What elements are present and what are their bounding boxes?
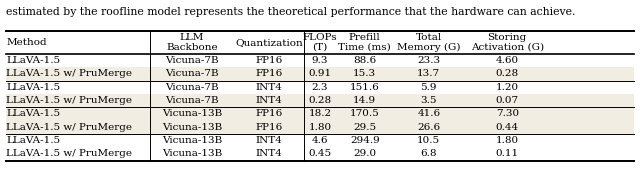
Text: 41.6: 41.6 xyxy=(417,109,440,118)
Text: FLOPs
(T): FLOPs (T) xyxy=(303,33,337,52)
Text: Total
Memory (G): Total Memory (G) xyxy=(397,32,461,52)
Text: LLaVA-1.5 w/ PruMerge: LLaVA-1.5 w/ PruMerge xyxy=(6,123,132,132)
Text: 7.30: 7.30 xyxy=(495,109,519,118)
Bar xyxy=(6,107,634,121)
Text: LLM
Backbone: LLM Backbone xyxy=(166,33,218,52)
Text: 26.6: 26.6 xyxy=(417,123,440,132)
Text: 0.07: 0.07 xyxy=(495,96,519,105)
Text: 0.44: 0.44 xyxy=(495,123,519,132)
Text: Vicuna-13B: Vicuna-13B xyxy=(162,149,222,158)
Text: 18.2: 18.2 xyxy=(308,109,332,118)
Text: 88.6: 88.6 xyxy=(353,56,376,65)
Text: 5.9: 5.9 xyxy=(420,83,437,92)
Bar xyxy=(6,121,634,134)
Text: Vicuna-13B: Vicuna-13B xyxy=(162,109,222,118)
Text: 0.91: 0.91 xyxy=(308,69,332,78)
Text: Vicuna-7B: Vicuna-7B xyxy=(165,96,219,105)
Text: 10.5: 10.5 xyxy=(417,136,440,145)
Text: 0.28: 0.28 xyxy=(308,96,332,105)
Text: FP16: FP16 xyxy=(255,56,282,65)
Text: Vicuna-13B: Vicuna-13B xyxy=(162,136,222,145)
Text: 151.6: 151.6 xyxy=(350,83,380,92)
Text: Vicuna-7B: Vicuna-7B xyxy=(165,69,219,78)
Text: 294.9: 294.9 xyxy=(350,136,380,145)
Text: LLaVA-1.5 w/ PruMerge: LLaVA-1.5 w/ PruMerge xyxy=(6,69,132,78)
Text: Vicuna-7B: Vicuna-7B xyxy=(165,83,219,92)
Text: estimated by the roofline model represents the theoretical performance that the : estimated by the roofline model represen… xyxy=(6,7,576,17)
Text: 1.80: 1.80 xyxy=(495,136,519,145)
Text: FP16: FP16 xyxy=(255,109,282,118)
Bar xyxy=(6,94,634,107)
Text: 6.8: 6.8 xyxy=(420,149,437,158)
Text: 1.20: 1.20 xyxy=(495,83,519,92)
Text: LLaVA-1.5: LLaVA-1.5 xyxy=(6,56,61,65)
Text: LLaVA-1.5 w/ PruMerge: LLaVA-1.5 w/ PruMerge xyxy=(6,149,132,158)
Text: Method: Method xyxy=(6,38,47,47)
Text: FP16: FP16 xyxy=(255,123,282,132)
Text: 0.11: 0.11 xyxy=(495,149,519,158)
Text: INT4: INT4 xyxy=(255,83,282,92)
Text: LLaVA-1.5 w/ PruMerge: LLaVA-1.5 w/ PruMerge xyxy=(6,96,132,105)
Text: 0.45: 0.45 xyxy=(308,149,332,158)
Text: 4.60: 4.60 xyxy=(495,56,519,65)
Text: INT4: INT4 xyxy=(255,136,282,145)
Text: 0.28: 0.28 xyxy=(495,69,519,78)
Text: 15.3: 15.3 xyxy=(353,69,376,78)
Text: LLaVA-1.5: LLaVA-1.5 xyxy=(6,109,61,118)
Bar xyxy=(6,67,634,81)
Text: FP16: FP16 xyxy=(255,69,282,78)
Text: LLaVA-1.5: LLaVA-1.5 xyxy=(6,83,61,92)
Text: 13.7: 13.7 xyxy=(417,69,440,78)
Text: 23.3: 23.3 xyxy=(417,56,440,65)
Text: 29.0: 29.0 xyxy=(353,149,376,158)
Text: Quantization: Quantization xyxy=(235,38,303,47)
Text: 3.5: 3.5 xyxy=(420,96,437,105)
Text: LLaVA-1.5: LLaVA-1.5 xyxy=(6,136,61,145)
Text: Prefill
Time (ms): Prefill Time (ms) xyxy=(339,33,391,52)
Text: INT4: INT4 xyxy=(255,96,282,105)
Text: 29.5: 29.5 xyxy=(353,123,376,132)
Text: Vicuna-13B: Vicuna-13B xyxy=(162,123,222,132)
Text: 2.3: 2.3 xyxy=(312,83,328,92)
Text: 14.9: 14.9 xyxy=(353,96,376,105)
Text: 170.5: 170.5 xyxy=(350,109,380,118)
Text: Vicuna-7B: Vicuna-7B xyxy=(165,56,219,65)
Text: 4.6: 4.6 xyxy=(312,136,328,145)
Text: 9.3: 9.3 xyxy=(312,56,328,65)
Text: 1.80: 1.80 xyxy=(308,123,332,132)
Text: INT4: INT4 xyxy=(255,149,282,158)
Text: Storing
Activation (G): Storing Activation (G) xyxy=(470,33,544,52)
